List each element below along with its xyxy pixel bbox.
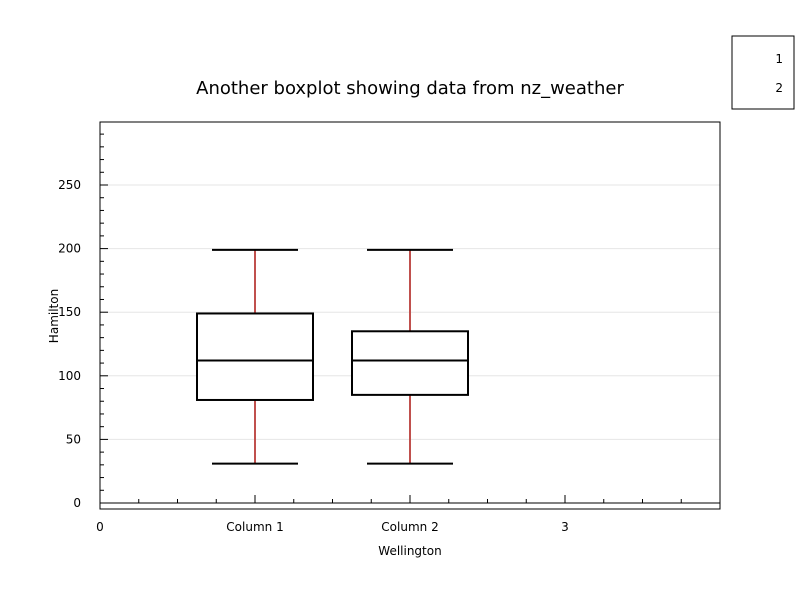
y-tick-label: 0 <box>73 496 81 510</box>
iqr-box <box>196 312 314 401</box>
x-tick-label: Column 2 <box>381 520 438 534</box>
x-axis-label: Wellington <box>378 544 441 558</box>
x-tick-label: Column 1 <box>226 520 283 534</box>
y-axis-label: Hamilton <box>47 289 61 343</box>
x-tick-label: 3 <box>561 520 569 534</box>
y-tick-label: 100 <box>58 369 81 383</box>
axes: 0 Column 1 Column 2 3 0 50 100 150 200 250 <box>58 133 720 534</box>
y-tick-label: 50 <box>66 432 81 446</box>
iqr-box <box>351 330 469 396</box>
legend-entry: 2 <box>775 81 783 95</box>
box-element <box>351 248 469 465</box>
chart-title: Another boxplot showing data from nz_wea… <box>196 78 624 99</box>
plot-frame <box>99 121 721 510</box>
box-element <box>196 248 314 465</box>
legend: 1 2 <box>731 35 795 110</box>
y-tick-label: 250 <box>58 178 81 192</box>
y-tick-label: 200 <box>58 242 81 256</box>
y-tick-label: 150 <box>58 305 81 319</box>
boxes <box>196 248 469 465</box>
legend-entry: 1 <box>775 52 783 66</box>
x-tick-label: 0 <box>96 520 104 534</box>
legend-box <box>731 35 795 110</box>
